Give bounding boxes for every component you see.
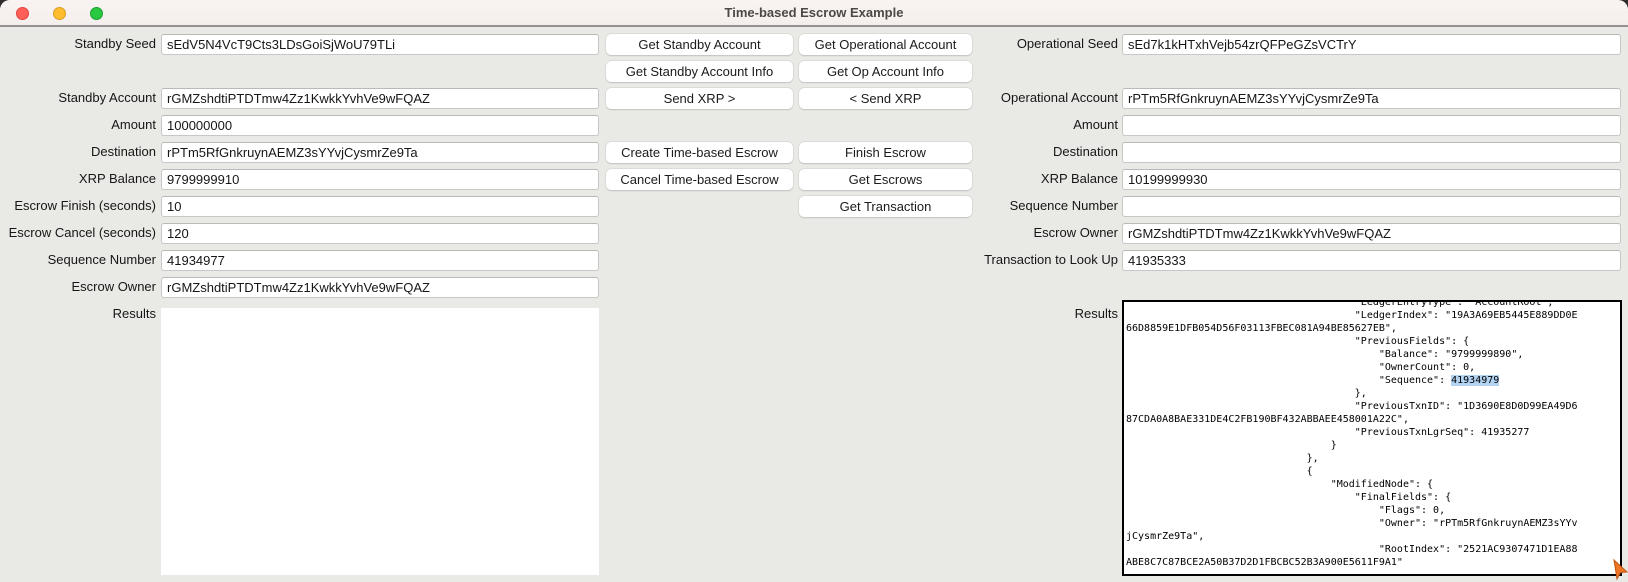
operational-destination-field[interactable] [1122,142,1621,163]
close-button[interactable] [16,7,29,20]
operational-results-textarea[interactable]: "LedgerEntryType": "AccountRoot", "Ledge… [1122,300,1622,576]
operational-seed-field[interactable] [1122,34,1621,55]
label-standby-account: Standby Account [58,90,156,105]
right-results-text: "LedgerEntryType": "AccountRoot", "Ledge… [1124,300,1620,569]
get-operational-account-button[interactable]: Get Operational Account [799,34,972,55]
results-line: 66D8859E1DFB054D56F03113FBEC081A94BE8562… [1126,323,1397,334]
standby-escrow-owner-field[interactable] [161,277,599,298]
results-line: "OwnerCount": 0, [1126,362,1476,373]
label-standby-sequence-number: Sequence Number [47,252,156,267]
label-operational-sequence-number: Sequence Number [1009,198,1118,213]
results-line: jCysmrZe9Ta", [1126,531,1205,542]
results-line: "RootIndex": "2521AC9307471D1EA88 [1126,544,1578,555]
title-bar: Time-based Escrow Example [0,0,1628,27]
escrow-cancel-seconds-field[interactable] [161,223,599,244]
label-operational-escrow-owner: Escrow Owner [1033,225,1118,240]
results-line: }, [1126,388,1367,399]
label-transaction-to-look-up: Transaction to Look Up [984,252,1118,267]
label-operational-xrp-balance: XRP Balance [1040,171,1118,186]
label-operational-amount: Amount [1073,117,1118,132]
label-standby-amount: Amount [111,117,156,132]
results-line: "LedgerEntryType": "AccountRoot", [1126,300,1554,308]
results-line: "PreviousTxnLgrSeq": 41935277 [1126,427,1530,438]
standby-xrp-balance-field[interactable] [161,169,599,190]
results-line: }, [1126,453,1319,464]
standby-account-field[interactable] [161,88,599,109]
operational-account-field[interactable] [1122,88,1621,109]
results-line: { [1126,466,1313,477]
get-standby-account-button[interactable]: Get Standby Account [606,34,793,55]
label-operational-destination: Destination [1052,144,1118,159]
send-xrp-left-button[interactable]: < Send XRP [799,88,972,109]
get-op-account-info-button[interactable]: Get Op Account Info [799,61,972,82]
standby-amount-field[interactable] [161,115,599,136]
mouse-cursor-icon [1613,558,1628,581]
label-operational-account: Operational Account [1000,90,1118,105]
window-title: Time-based Escrow Example [724,5,904,20]
operational-xrp-balance-field[interactable] [1122,169,1621,190]
results-line: 87CDA0A8BAE331DE4C2FB190BF432ABBAEE45800… [1126,414,1409,425]
results-line: "FinalFields": { [1126,492,1452,503]
operational-escrow-owner-field[interactable] [1122,223,1621,244]
get-escrows-button[interactable]: Get Escrows [799,169,972,190]
label-standby-destination: Destination [90,144,156,159]
label-escrow-finish-seconds: Escrow Finish (seconds) [14,198,156,213]
operational-sequence-number-field[interactable] [1122,196,1621,217]
results-line: "PreviousTxnID": "1D3690E8D0D99EA49D6 [1126,401,1578,412]
label-standby-escrow-owner: Escrow Owner [71,279,156,294]
get-transaction-button[interactable]: Get Transaction [799,196,972,217]
finish-escrow-button[interactable]: Finish Escrow [799,142,972,163]
operational-amount-field[interactable] [1122,115,1621,136]
label-standby-results: Results [112,306,156,321]
results-line: ABE8C7C87BCE2A50B37D2D1FBCBC52B3A900E561… [1126,557,1403,568]
get-standby-account-info-button[interactable]: Get Standby Account Info [606,61,793,82]
zoom-button[interactable] [90,7,103,20]
label-operational-results: Results [1074,306,1118,321]
label-escrow-cancel-seconds: Escrow Cancel (seconds) [8,225,156,240]
cancel-time-based-escrow-button[interactable]: Cancel Time-based Escrow [606,169,793,190]
minimize-button[interactable] [53,7,66,20]
standby-results-textarea[interactable] [161,308,599,575]
results-line: "ModifiedNode": { [1126,479,1434,490]
label-operational-seed: Operational Seed [1016,36,1118,51]
standby-destination-field[interactable] [161,142,599,163]
standby-sequence-number-field[interactable] [161,250,599,271]
results-line: "LedgerIndex": "19A3A69EB5445E889DD0E [1126,310,1578,321]
transaction-to-look-up-field[interactable] [1122,250,1621,271]
send-xrp-right-button[interactable]: Send XRP > [606,88,793,109]
escrow-finish-seconds-field[interactable] [161,196,599,217]
results-line: "Balance": "9799999890", [1126,349,1524,360]
selected-text: 41934979 [1451,375,1500,386]
label-standby-seed: Standby Seed [74,36,156,51]
label-standby-xrp-balance: XRP Balance [78,171,156,186]
results-line: "Flags": 0, [1126,505,1446,516]
results-line: "Sequence": 41934979 [1126,375,1500,386]
create-time-based-escrow-button[interactable]: Create Time-based Escrow [606,142,793,163]
results-line: } [1126,440,1337,451]
standby-seed-field[interactable] [161,34,599,55]
results-line: "PreviousFields": { [1126,336,1470,347]
results-line: "Owner": "rPTm5RfGnkruynAEMZ3sYYv [1126,518,1578,529]
